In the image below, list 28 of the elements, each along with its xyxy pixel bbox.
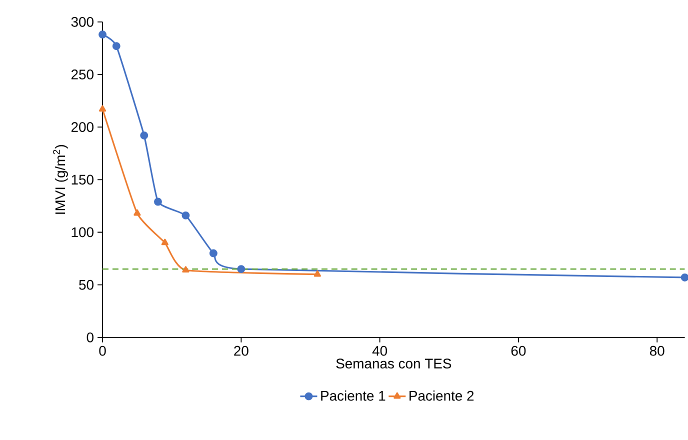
- point: [140, 132, 148, 140]
- y-tick-label: 300: [71, 16, 94, 27]
- y-tick-label: 0: [86, 332, 94, 342]
- point: [134, 209, 141, 216]
- point: [182, 211, 190, 220]
- x-tick-label: 40: [372, 346, 388, 356]
- point: [314, 270, 321, 277]
- point: [161, 238, 168, 246]
- x-tick-label: 60: [511, 346, 526, 356]
- point: [182, 266, 190, 273]
- y-tick-label: 50: [79, 280, 94, 290]
- point: [112, 42, 120, 50]
- x-axis-title: Semanas con TES: [336, 358, 452, 369]
- point: [98, 105, 106, 112]
- point: [98, 30, 107, 39]
- y-tick-label: 150: [72, 174, 94, 185]
- y-axis-title: IMVI (g/m$^{2}$): [53, 145, 68, 214]
- legend-label: Paciente 2: [410, 390, 474, 401]
- x-tick-label: 0: [99, 346, 106, 356]
- y-tick-label: 250: [71, 70, 94, 80]
- point: [237, 265, 246, 274]
- x-tick-label: 20: [234, 346, 248, 356]
- point: [209, 249, 218, 258]
- point: [154, 198, 162, 206]
- y-tick-label: 200: [71, 122, 94, 132]
- x-tick-label: 80: [650, 346, 664, 356]
- legend-label: Paciente 1: [321, 390, 386, 401]
- y-tick-label: 100: [72, 227, 94, 238]
